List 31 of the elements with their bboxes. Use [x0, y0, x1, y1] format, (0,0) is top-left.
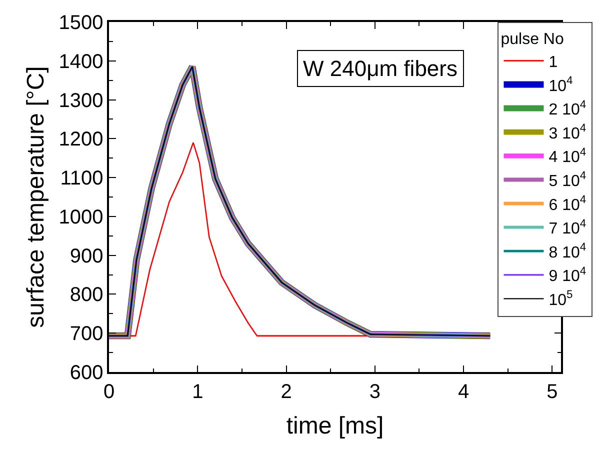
y-axis-title: surface temperature [°C]	[22, 66, 50, 328]
legend-label: 6 10$^{4}$	[548, 194, 586, 214]
y-tick-label: 1300	[58, 90, 104, 112]
legend-label: 5 10$^{4}$	[548, 170, 586, 190]
y-tick-label: 1100	[60, 168, 104, 190]
legend-label: 4 10$^{4}$	[548, 146, 586, 166]
x-axis-title: time [ms]	[286, 412, 384, 440]
legend-label: 8 10$^{4}$	[548, 242, 586, 262]
y-tick-label: 900	[70, 245, 104, 268]
y-tick-label: 1500	[58, 12, 104, 34]
annotation: W 240μm fibers	[303, 56, 458, 81]
x-tick-label: 1	[192, 380, 204, 403]
y-tick-label: 1200	[58, 128, 104, 151]
y-tick-label: 600	[70, 362, 104, 384]
x-tick-label: 0	[103, 380, 115, 403]
y-tick-label: 800	[70, 284, 104, 306]
legend-label: 2 10$^{4}$	[548, 98, 586, 119]
x-tick-label: 3	[369, 380, 380, 403]
legend-title: pulse No	[500, 30, 564, 48]
legend-label: 9 10$^{4}$	[548, 265, 586, 286]
legend-label: 7 10$^{4}$	[548, 218, 586, 238]
x-tick-label: 4	[458, 380, 470, 403]
y-tick-label: 700	[70, 323, 104, 346]
legend-label: 10$^{4}$	[548, 75, 573, 95]
x-tick-label: 2	[280, 380, 292, 403]
y-tick-label: 1400	[58, 50, 104, 73]
legend-label: 10$^{5}$	[548, 289, 573, 309]
x-tick-label: 5	[546, 380, 558, 403]
legend-label: 3 10$^{4}$	[548, 122, 586, 142]
legend-label: 1	[548, 54, 558, 71]
y-tick-label: 1000	[58, 206, 104, 228]
